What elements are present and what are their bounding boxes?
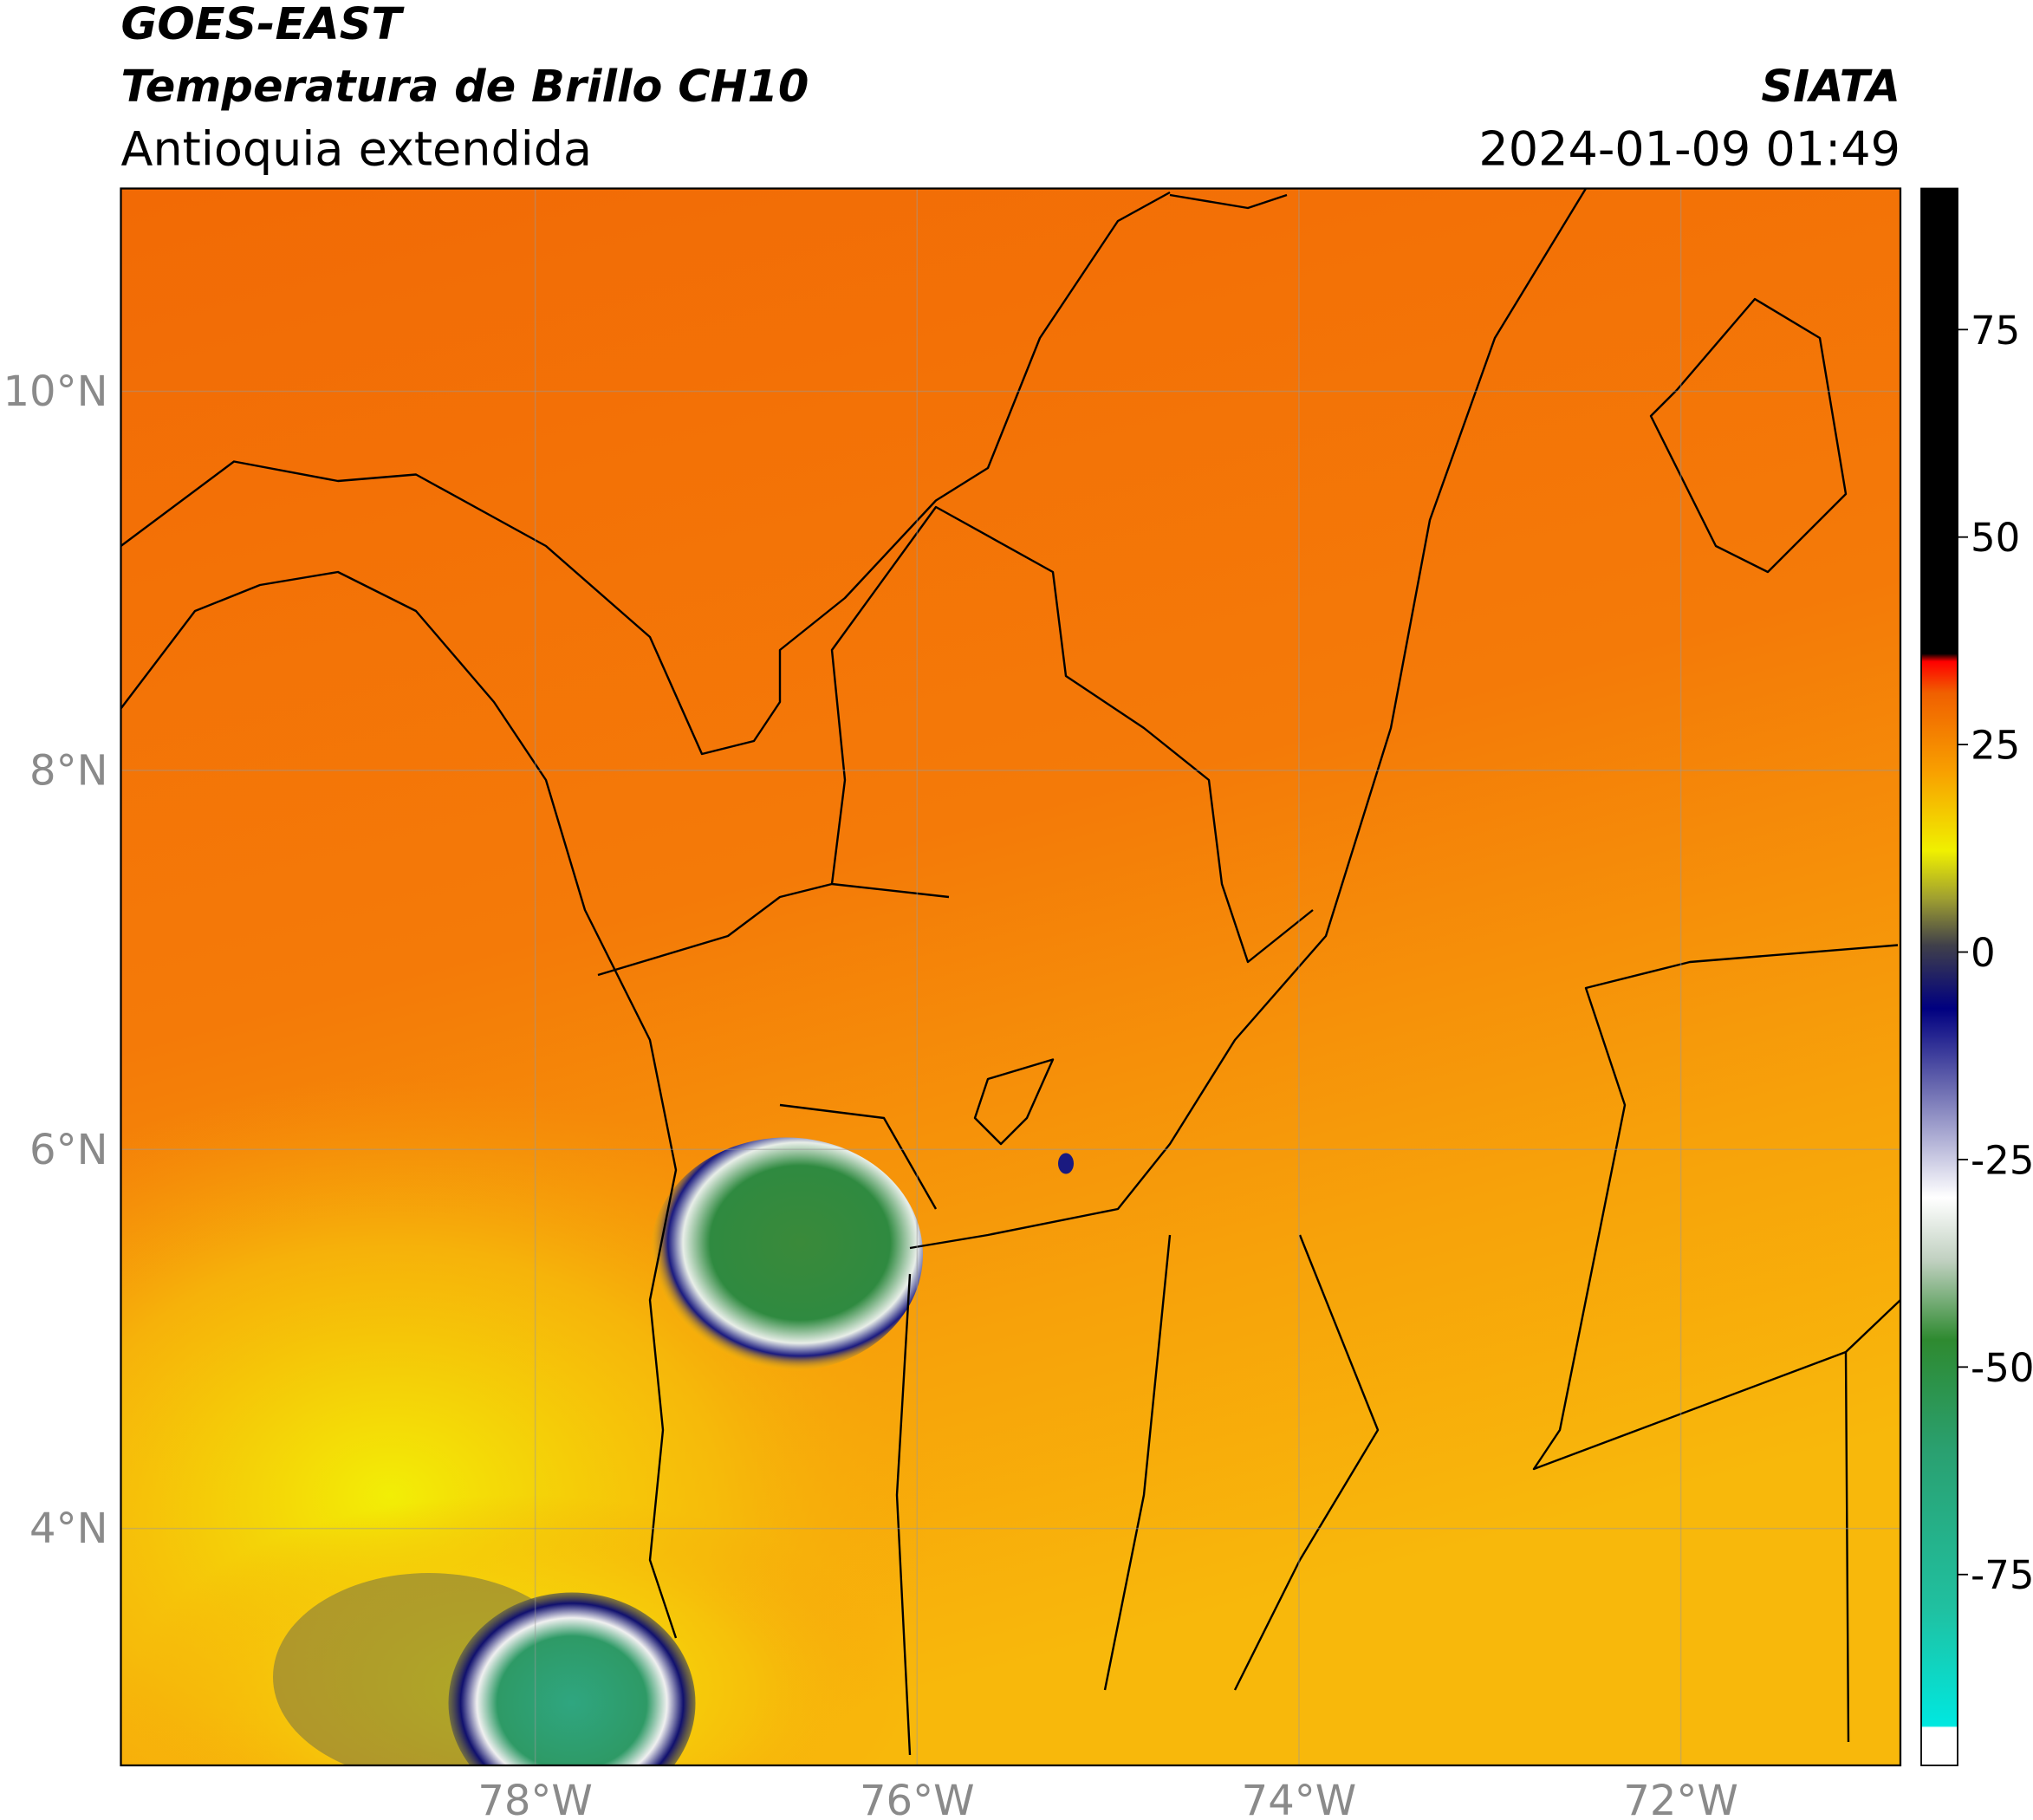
datetime: 2024-01-09 01:49 [1478, 122, 1900, 177]
colorbar-tick-label: 50 [1971, 515, 2020, 561]
y-tick-label: 6°N [29, 1126, 107, 1174]
colorbar-tick-label: -50 [1971, 1345, 2033, 1391]
x-tick-label: 72°W [1623, 1777, 1738, 1820]
colorbar-tick-label: -25 [1971, 1137, 2033, 1183]
y-tick-label: 4°N [29, 1505, 107, 1553]
subtitle: Temperatura de Brillo CH10 [121, 62, 809, 113]
colorbar-tick-label: 0 [1971, 930, 1996, 976]
colorbar [1920, 187, 1958, 1766]
source: SIATA [1761, 62, 1900, 113]
colorbar-tick-label: 75 [1971, 308, 2020, 354]
region: Antioquia extendida [121, 122, 593, 177]
storm [650, 1137, 923, 1372]
border [597, 188, 1900, 1756]
x-tick-label: 78°W [477, 1777, 593, 1820]
y-tick-label: 8°N [29, 746, 107, 795]
colorbar-tick-label: -75 [1971, 1552, 2033, 1598]
title: GOES-EAST [121, 0, 406, 50]
storm [1058, 1153, 1074, 1174]
x-tick-label: 76°W [860, 1777, 975, 1820]
map-image [120, 188, 1900, 1765]
map-frame [120, 187, 1902, 1767]
y-tick-label: 10°N [3, 367, 108, 416]
storm [448, 1592, 696, 1765]
colorbar-tick-label: 25 [1971, 723, 2020, 769]
border [973, 193, 1850, 1743]
coastline [120, 191, 1171, 1639]
x-tick-label: 74°W [1242, 1777, 1357, 1820]
